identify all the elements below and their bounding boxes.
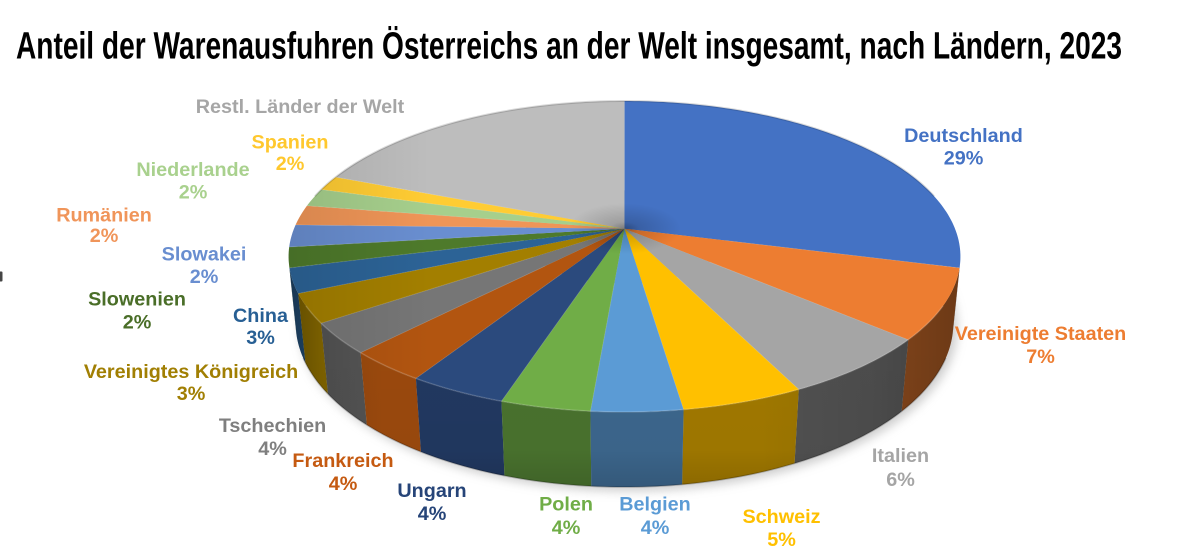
svg-text:3%: 3%	[177, 383, 206, 405]
svg-text:Italien: Italien	[872, 445, 929, 467]
svg-text:4%: 4%	[418, 503, 447, 525]
svg-text:Belgien: Belgien	[619, 494, 690, 516]
svg-text:Vereinigte Staaten: Vereinigte Staaten	[955, 323, 1127, 345]
svg-text:Spanien: Spanien	[252, 132, 329, 154]
svg-text:2%: 2%	[179, 182, 208, 204]
svg-text:Ungarn: Ungarn	[397, 480, 466, 502]
svg-text:4%: 4%	[552, 517, 581, 539]
svg-text:5%: 5%	[767, 529, 796, 548]
svg-text:2%: 2%	[276, 153, 305, 175]
svg-text:29%: 29%	[944, 148, 984, 170]
svg-text:Tschechien: Tschechien	[219, 415, 326, 437]
svg-text:China: China	[233, 305, 289, 327]
svg-text:Deutschland: Deutschland	[904, 125, 1023, 147]
svg-text:3%: 3%	[246, 327, 275, 349]
svg-text:7%: 7%	[1026, 346, 1055, 368]
svg-text:4%: 4%	[641, 517, 670, 539]
svg-text:Slowakei: Slowakei	[162, 244, 247, 266]
svg-text:2%: 2%	[90, 225, 119, 247]
svg-text:Anteil der Warenausfuhren Öste: Anteil der Warenausfuhren Österreichs an…	[16, 25, 1122, 68]
svg-text:Niederlande: Niederlande	[136, 159, 249, 181]
svg-text:6%: 6%	[886, 469, 915, 491]
svg-text:Slowenien: Slowenien	[88, 289, 186, 311]
svg-text:Restl. Länder der Welt: Restl. Länder der Welt	[196, 96, 405, 118]
svg-text:2%: 2%	[123, 312, 152, 334]
svg-text:4%: 4%	[258, 438, 287, 460]
svg-text:Frankreich: Frankreich	[292, 450, 393, 472]
svg-text:Schweiz: Schweiz	[742, 506, 820, 528]
svg-text:Vereinigtes Königreich: Vereinigtes Königreich	[84, 361, 298, 383]
svg-text:4%: 4%	[329, 473, 358, 495]
svg-text:Rumänien: Rumänien	[56, 205, 152, 227]
svg-text:Polen: Polen	[539, 494, 593, 516]
svg-text:2%: 2%	[190, 266, 219, 288]
